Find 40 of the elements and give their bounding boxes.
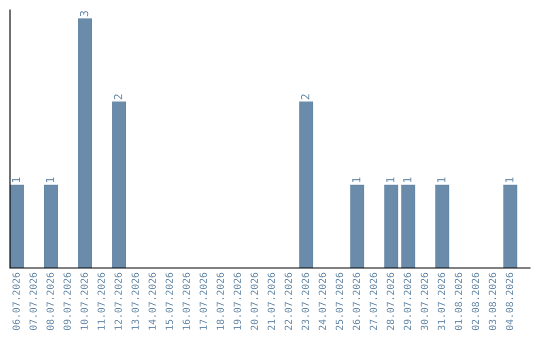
x-tick-label: 26.07.2026: [352, 272, 360, 330]
data-label: 1: [386, 177, 394, 182]
x-tick-label: 31.07.2026: [438, 272, 446, 330]
x-tick-label: 11.07.2026: [98, 272, 105, 330]
x-tick-label: 30.07.2026: [420, 272, 428, 330]
x-tick-label: 25.07.2026: [336, 272, 344, 330]
x-tick-label: 03.08.2026: [488, 272, 496, 330]
x-tick-label: 22.07.2026: [284, 272, 292, 330]
x-tick-label: 06.07.2026: [12, 272, 20, 330]
data-label: 2: [300, 94, 310, 100]
x-tick-label: 02.08.2026: [472, 272, 480, 330]
x-tick-label: 16.07.2026: [182, 272, 190, 330]
data-label: 1: [403, 177, 412, 182]
x-tick-label: 21.07.2026: [268, 272, 275, 330]
x-tick-label: 13.07.2026: [132, 272, 139, 330]
data-label: 1: [437, 177, 446, 182]
data-label: 1: [505, 177, 514, 182]
data-label: 3: [80, 11, 88, 16]
x-tick-label: 15.07.2026: [166, 272, 173, 330]
x-tick-label: 24.07.2026: [318, 272, 326, 330]
data-label: 1: [352, 177, 360, 182]
x-tick-label: 17.07.2026: [200, 272, 207, 330]
x-tick-label: 12.07.2026: [114, 272, 122, 330]
x-tick-label: 27.07.2026: [370, 272, 378, 330]
x-tick-label: 07.07.2026: [29, 272, 37, 330]
x-tick-label: 01.08.2026: [454, 272, 462, 330]
x-tick-label: 08.07.2026: [46, 272, 54, 330]
data-label: 1: [46, 177, 54, 182]
x-tick-label: 28.07.2026: [386, 272, 394, 330]
x-tick-label: 19.07.2026: [234, 272, 241, 330]
x-tick-label: 23.07.2026: [302, 272, 309, 330]
x-tick-label: 20.07.2026: [250, 272, 258, 330]
data-label: 2: [114, 94, 122, 100]
x-tick-label: 18.07.2026: [216, 272, 224, 330]
x-tick-label: 09.07.2026: [63, 272, 71, 330]
x-tick-label: 29.07.2026: [404, 272, 412, 330]
data-label: 1: [12, 177, 20, 182]
x-tick-label: 14.07.2026: [148, 272, 156, 330]
x-tick-label: 04.08.2026: [506, 272, 514, 330]
x-tick-label: 10.07.2026: [80, 272, 88, 330]
